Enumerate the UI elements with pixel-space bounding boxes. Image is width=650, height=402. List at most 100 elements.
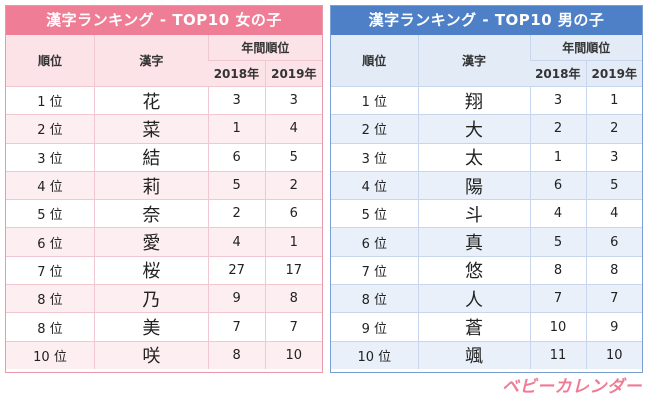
rank-2019-cell: 3: [585, 143, 642, 172]
kanji-cell: 太: [417, 143, 531, 172]
rank-2018-cell: 8: [207, 341, 266, 369]
boys-header-row-1: 順位 漢字 年間順位: [331, 35, 642, 87]
rank-cell: 5 位: [6, 199, 95, 229]
rank-cell: 6 位: [6, 227, 95, 257]
rank-2018-cell: 1: [529, 143, 586, 172]
rank-2019-cell: 8: [264, 284, 322, 314]
header-annual-rank: 年間順位: [207, 35, 322, 61]
rank-cell: 1 位: [6, 86, 95, 116]
kanji-cell: 美: [93, 312, 209, 342]
rank-cell: 9 位: [331, 312, 419, 342]
kanji-cell: 奈: [93, 199, 209, 229]
rank-2018-cell: 5: [529, 227, 586, 257]
rank-2018-cell: 6: [207, 143, 266, 172]
rank-2018-cell: 5: [207, 171, 266, 201]
rank-2018-cell: 1: [207, 114, 266, 144]
header-2019: 2019年: [585, 60, 642, 87]
rank-2019-cell: 7: [585, 284, 642, 314]
rank-2019-cell: 3: [264, 86, 322, 116]
kanji-cell: 花: [93, 86, 209, 116]
rank-cell: 1 位: [331, 86, 419, 116]
header-rank: 順位: [331, 35, 419, 87]
table-row: 9 位蒼 10 9: [331, 312, 642, 342]
rank-2018-cell: 11: [529, 341, 586, 369]
girls-header-row-1: 順位 漢字 年間順位: [6, 35, 322, 87]
rank-cell: 8 位: [331, 284, 419, 314]
header-2019: 2019年: [264, 60, 322, 87]
boys-ranking-panel: 漢字ランキング - TOP10 男の子 順位 漢字 年間順位 2018年 201…: [330, 5, 643, 373]
rank-2018-cell: 7: [529, 284, 586, 314]
rank-2018-cell: 3: [207, 86, 266, 116]
rank-cell: 2 位: [6, 114, 95, 144]
kanji-cell: 斗: [417, 199, 531, 229]
kanji-cell: 人: [417, 284, 531, 314]
rank-cell: 3 位: [331, 143, 419, 172]
rank-cell: 8 位: [6, 284, 95, 314]
rank-2018-cell: 2: [207, 199, 266, 229]
rank-2018-cell: 4: [529, 199, 586, 229]
table-row: 10 位 咲 8 10: [6, 341, 322, 369]
girls-ranking-title: 漢字ランキング - TOP10 女の子: [6, 6, 322, 35]
rank-2019-cell: 17: [264, 256, 322, 286]
kanji-cell: 悠: [417, 256, 531, 286]
kanji-cell: 陽: [417, 171, 531, 201]
header-2018: 2018年: [208, 60, 266, 87]
rank-cell: 10 位: [357, 349, 392, 365]
kanji-cell: 翔: [417, 86, 531, 116]
rank-cell: 5 位: [331, 199, 419, 229]
kanji-cell: 咲: [93, 341, 209, 369]
rank-cell: 10 位: [33, 349, 67, 365]
boys-ranking-title: 漢字ランキング - TOP10 男の子: [331, 6, 642, 35]
rank-2019-cell: 2: [585, 114, 642, 144]
rank-2018-cell: 7: [207, 312, 266, 342]
rank-cell: 4 位: [331, 171, 419, 201]
rank-2018-cell: 9: [207, 284, 266, 314]
rank-2018-cell: 4: [207, 227, 266, 257]
rank-2019-cell: 5: [264, 143, 322, 172]
rank-2019-cell: 2: [264, 171, 322, 201]
rank-2019-cell: 4: [264, 114, 322, 144]
rank-2018-cell: 8: [529, 256, 586, 286]
rank-2019-cell: 4: [585, 199, 642, 229]
rank-cell: 3 位: [6, 143, 95, 172]
kanji-cell: 菜: [93, 114, 209, 144]
rank-2019-cell: 1: [264, 227, 322, 257]
rank-2018-cell: 10: [529, 312, 586, 342]
kanji-cell: 真: [417, 227, 531, 257]
kanji-cell: 颯: [417, 341, 531, 369]
kanji-cell: 蒼: [417, 312, 531, 342]
rank-2018-cell: 2: [529, 114, 586, 144]
rank-2019-cell: 8: [585, 256, 642, 286]
rank-2018-cell: 6: [529, 171, 586, 201]
kanji-cell: 愛: [93, 227, 209, 257]
header-annual-rank: 年間順位: [529, 35, 642, 61]
header-kanji: 漢字: [93, 35, 209, 87]
kanji-cell: 桜: [93, 256, 209, 286]
rank-cell: 6 位: [331, 227, 419, 257]
kanji-cell: 大: [417, 114, 531, 144]
rank-2019-cell: 10: [264, 341, 322, 369]
rank-2019-cell: 6: [585, 227, 642, 257]
kanji-cell: 乃: [93, 284, 209, 314]
rank-2019-cell: 5: [585, 171, 642, 201]
rank-cell: 8 位: [6, 312, 95, 342]
table-row: 7 位桜 27 17: [6, 256, 322, 286]
rank-cell: 4 位: [6, 171, 95, 201]
header-rank: 順位: [6, 35, 95, 87]
rank-2018-cell: 3: [529, 86, 586, 116]
